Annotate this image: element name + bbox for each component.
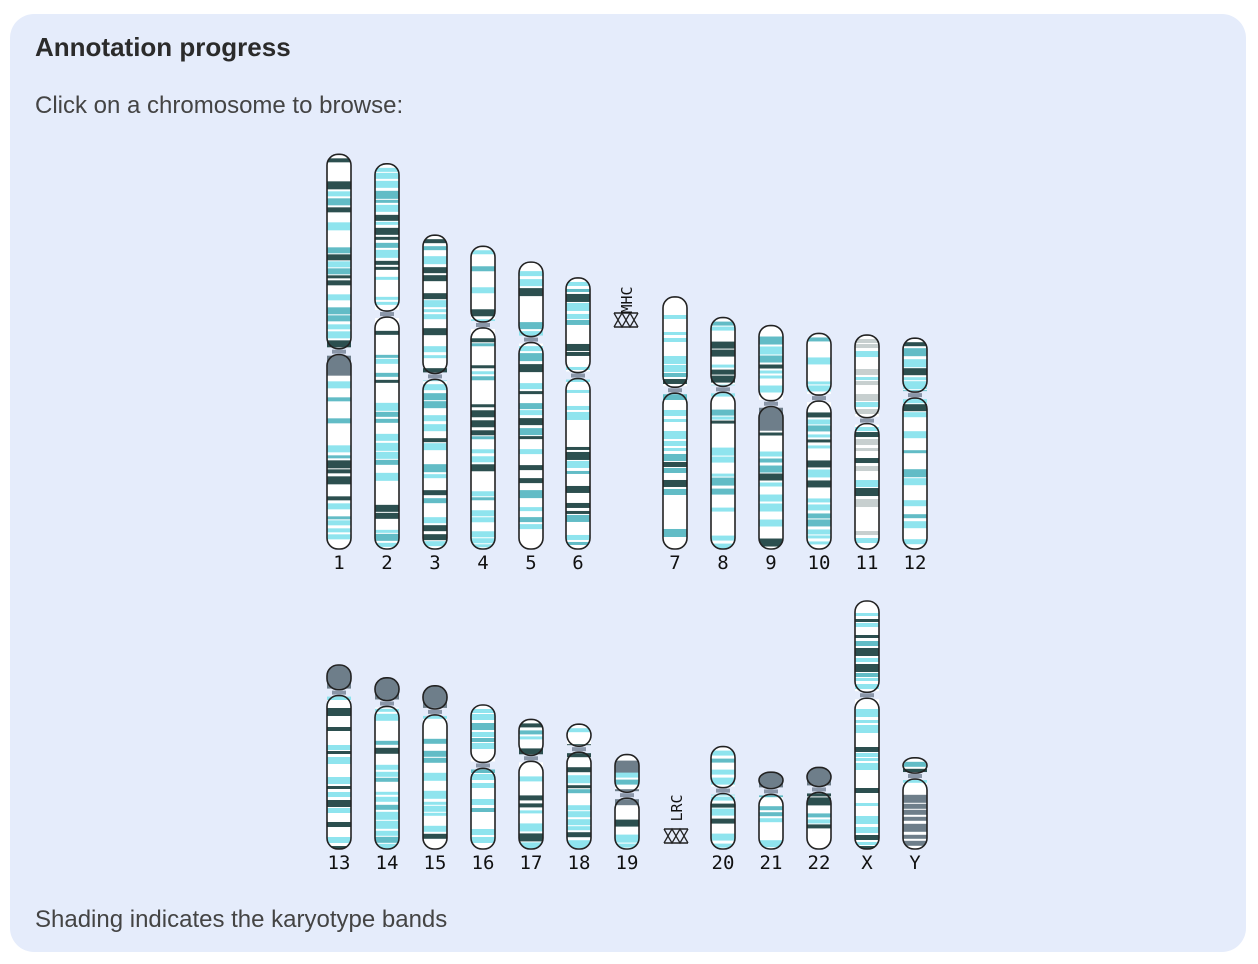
- chromosome-bands: [711, 317, 735, 549]
- chromosome-4[interactable]: 4: [470, 245, 496, 574]
- chromosome-label: 21: [760, 852, 783, 874]
- chromosome-label: 7: [669, 552, 680, 574]
- chromosome-label: 1: [333, 552, 344, 574]
- chromosome-16[interactable]: 16: [470, 704, 496, 874]
- chromosome-5[interactable]: 5: [518, 261, 544, 574]
- chromosome-label: 15: [424, 852, 447, 874]
- chromosome-label: 20: [712, 852, 735, 874]
- chromosome-21[interactable]: 21: [758, 771, 784, 874]
- chromosome-label: 18: [568, 852, 591, 874]
- chromosome-label: 13: [328, 852, 351, 874]
- chromosome-15[interactable]: 15: [422, 684, 448, 874]
- chromosome-7[interactable]: 7: [662, 296, 688, 574]
- chromosome-label: 10: [808, 552, 831, 574]
- browse-instruction: Click on a chromosome to browse:: [35, 92, 404, 119]
- chromosome-bands: [903, 338, 927, 549]
- chromosome-y[interactable]: Y: [902, 756, 928, 874]
- chromosome-bands: [759, 772, 783, 849]
- chromosome-13[interactable]: 13: [326, 664, 352, 874]
- chromosome-3[interactable]: 3: [422, 234, 448, 574]
- chromosome-bands: [567, 724, 591, 849]
- chromosome-12[interactable]: 12: [902, 337, 928, 574]
- chromosome-14[interactable]: 14: [374, 676, 400, 874]
- chromosome-20[interactable]: 20: [710, 745, 736, 874]
- chromosome-bands: [807, 333, 831, 549]
- chromosome-label: 8: [717, 552, 728, 574]
- chromosome-x[interactable]: X: [854, 600, 880, 874]
- chromosome-label: X: [861, 852, 873, 874]
- chromosome-label: Y: [909, 852, 921, 874]
- chromosome-bands: [471, 246, 495, 549]
- chromosome-label: 6: [572, 552, 583, 574]
- chromosome-bands: [807, 767, 831, 849]
- chromosome-bands: [759, 325, 783, 549]
- region-label: MHC: [618, 286, 636, 313]
- chromosome-label: 14: [376, 852, 399, 874]
- chromosome-label: 9: [765, 552, 776, 574]
- region-lrc[interactable]: LRC: [663, 794, 689, 845]
- chromosome-label: 19: [616, 852, 639, 874]
- chromosome-bands: [711, 746, 735, 849]
- chromosome-bands: [519, 262, 543, 549]
- chromosome-label: 11: [856, 552, 879, 574]
- chromosome-bands: [566, 277, 590, 549]
- chromosome-label: 5: [525, 552, 536, 574]
- region-mhc[interactable]: MHC: [613, 286, 639, 329]
- chromosome-19[interactable]: 19: [614, 753, 640, 874]
- chromosome-bands: [663, 296, 687, 549]
- chromosome-bands: [855, 601, 879, 849]
- shading-footnote: Shading indicates the karyotype bands: [35, 906, 448, 933]
- chromosome-8[interactable]: 8: [710, 316, 736, 574]
- chromosome-22[interactable]: 22: [806, 766, 832, 874]
- chromosome-label: 3: [429, 552, 440, 574]
- chromosome-9[interactable]: 9: [758, 324, 784, 574]
- chromosome-bands: [375, 163, 399, 549]
- chromosome-11[interactable]: 11: [854, 334, 880, 574]
- chromosome-label: 4: [477, 552, 488, 574]
- chromosome-10[interactable]: 10: [806, 332, 832, 574]
- chromosome-1[interactable]: 1: [326, 153, 352, 574]
- chromosome-bands: [855, 335, 879, 549]
- chromosome-6[interactable]: 6: [565, 277, 591, 574]
- chromosome-label: 12: [904, 552, 927, 574]
- chromosome-17[interactable]: 17: [518, 718, 544, 874]
- panel-title: Annotation progress: [35, 32, 291, 62]
- chromosome-bands: [519, 719, 543, 849]
- chromosome-bands: [471, 705, 495, 849]
- region-label: LRC: [668, 794, 686, 821]
- chromosome-label: 22: [808, 852, 831, 874]
- chromosome-2[interactable]: 2: [374, 163, 400, 574]
- chromosome-label: 17: [520, 852, 543, 874]
- chromosome-bands: [423, 235, 447, 549]
- chromosome-label: 16: [472, 852, 495, 874]
- chromosome-label: 2: [381, 552, 392, 574]
- chromosome-18[interactable]: 18: [566, 723, 592, 874]
